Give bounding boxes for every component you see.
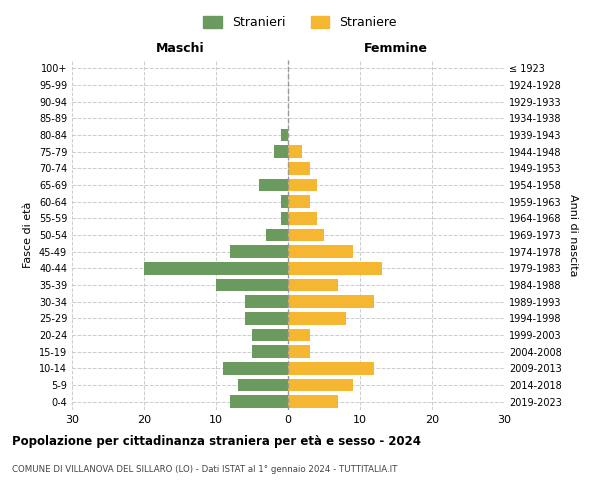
Bar xyxy=(259,179,288,192)
Bar xyxy=(252,329,288,341)
Bar xyxy=(288,296,374,308)
Text: Maschi: Maschi xyxy=(155,42,205,55)
Bar xyxy=(266,229,288,241)
Bar xyxy=(288,362,374,374)
Bar xyxy=(230,246,288,258)
Bar xyxy=(281,196,288,208)
Bar xyxy=(238,379,288,391)
Bar xyxy=(288,246,353,258)
Text: Femmine: Femmine xyxy=(364,42,428,55)
Bar xyxy=(288,279,338,291)
Text: COMUNE DI VILLANOVA DEL SILLARO (LO) - Dati ISTAT al 1° gennaio 2024 - TUTTITALI: COMUNE DI VILLANOVA DEL SILLARO (LO) - D… xyxy=(12,465,397,474)
Y-axis label: Fasce di età: Fasce di età xyxy=(23,202,33,268)
Bar xyxy=(245,296,288,308)
Bar xyxy=(252,346,288,358)
Bar xyxy=(288,329,310,341)
Bar xyxy=(245,312,288,324)
Bar xyxy=(288,196,310,208)
Bar xyxy=(288,346,310,358)
Bar xyxy=(281,129,288,141)
Text: Popolazione per cittadinanza straniera per età e sesso - 2024: Popolazione per cittadinanza straniera p… xyxy=(12,435,421,448)
Bar xyxy=(144,262,288,274)
Bar xyxy=(288,312,346,324)
Bar xyxy=(288,212,317,224)
Y-axis label: Anni di nascita: Anni di nascita xyxy=(568,194,578,276)
Bar xyxy=(288,396,338,408)
Legend: Stranieri, Straniere: Stranieri, Straniere xyxy=(198,11,402,34)
Bar xyxy=(281,212,288,224)
Bar xyxy=(230,396,288,408)
Bar xyxy=(223,362,288,374)
Bar xyxy=(216,279,288,291)
Bar xyxy=(288,229,324,241)
Bar xyxy=(288,379,353,391)
Bar xyxy=(288,146,302,158)
Bar xyxy=(288,162,310,174)
Bar xyxy=(288,262,382,274)
Bar xyxy=(274,146,288,158)
Bar xyxy=(288,179,317,192)
